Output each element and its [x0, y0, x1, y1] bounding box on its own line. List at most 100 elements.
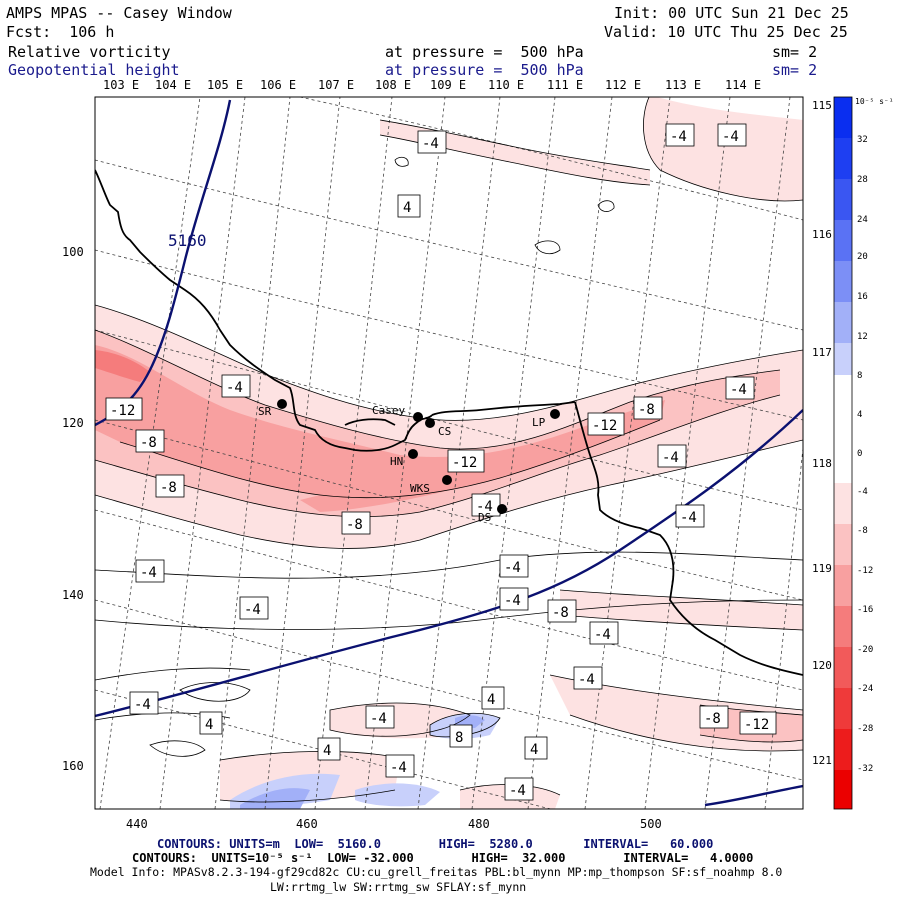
contour-label: -8: [155, 474, 185, 498]
model-info: Model Info: MPASv8.2.3-194-gf29cd82c CU:…: [90, 865, 783, 879]
svg-text:-12: -12: [592, 418, 617, 434]
svg-text:HN: HN: [390, 455, 403, 468]
svg-text:-4: -4: [670, 129, 687, 145]
contour-label: -12: [587, 412, 625, 436]
station-sr: SR: [258, 399, 287, 418]
lon-label: 103 E: [103, 78, 140, 92]
map-frame: [94, 96, 804, 810]
colorbar-cell: [834, 220, 852, 261]
contour-label: -4: [665, 123, 695, 147]
svg-text:-4: -4: [509, 783, 526, 799]
svg-text:-4: -4: [140, 565, 157, 581]
colorbar-cell: [834, 688, 852, 729]
contour-label: -4: [499, 554, 529, 578]
lon-label: 114 E: [725, 78, 762, 92]
colorbar-cell: [834, 729, 852, 770]
colorbar-cell: [834, 647, 852, 688]
svg-text:WKS: WKS: [410, 482, 430, 495]
contour-label: -4: [717, 123, 747, 147]
lon-label: 108 E: [375, 78, 412, 92]
colorbar-cell: [834, 606, 852, 647]
svg-text:-12: -12: [744, 717, 769, 733]
svg-text:Casey: Casey: [372, 404, 405, 417]
colorbar-label: 32: [857, 135, 868, 145]
colorbar-cell: [834, 770, 852, 809]
x-tick-label: 460: [296, 817, 318, 831]
svg-text:CS: CS: [438, 425, 451, 438]
svg-text:-4: -4: [680, 510, 697, 526]
svg-text:4: 4: [323, 743, 331, 759]
coastline: [95, 169, 803, 676]
station-hn: HN: [390, 449, 418, 468]
colorbar-cell: [834, 97, 852, 138]
colorbar-cell: [834, 483, 852, 524]
svg-text:SR: SR: [258, 405, 272, 418]
colorbar-label: -8: [857, 526, 868, 536]
init-time: Init: 00 UTC Sun 21 Dec 25: [614, 4, 849, 22]
svg-text:8: 8: [455, 730, 463, 746]
contour-label: 4: [199, 711, 223, 735]
colorbar-label: 24: [857, 215, 868, 225]
svg-text:4: 4: [205, 717, 213, 733]
colorbar-label: 4: [857, 410, 862, 420]
contour-labels: -4 -4 -4 4 -4 -12 -8 -8 -12 -8 -12 -4 -4…: [105, 123, 777, 801]
svg-text:-4: -4: [662, 450, 679, 466]
svg-text:-8: -8: [160, 480, 177, 496]
contour-label: 4: [397, 194, 421, 218]
colorbar-cell: [834, 524, 852, 565]
contour-label: -4: [589, 621, 619, 645]
svg-text:-4: -4: [578, 672, 595, 688]
svg-text:DS: DS: [478, 511, 491, 524]
colorbar: 10⁻⁵ s⁻¹ 32 28 24 20 16 12 8 4 0 -4 -8 -…: [833, 96, 894, 810]
colorbar-label: 12: [857, 332, 868, 342]
svg-text:-8: -8: [552, 605, 569, 621]
colorbar-cell: [834, 261, 852, 302]
lon-label: 113 E: [665, 78, 702, 92]
contour-label: -4: [499, 587, 529, 611]
contour-label: -4: [725, 376, 755, 400]
colorbar-label: -12: [857, 566, 873, 576]
contour-label: -4: [221, 374, 251, 398]
forecast-hour: Fcst: 106 h: [6, 23, 115, 41]
height-contour-label: 5160: [168, 231, 207, 250]
contour-label: -12: [105, 397, 143, 421]
field2-smoothing: sm= 2: [772, 61, 818, 79]
svg-text:-4: -4: [476, 499, 493, 515]
colorbar-cell: [834, 179, 852, 220]
lon-label: 106 E: [260, 78, 297, 92]
contour-label: -4: [365, 705, 395, 729]
colorbar-label: -4: [857, 487, 868, 497]
svg-text:4: 4: [530, 742, 538, 758]
contour-label: 4: [524, 736, 548, 760]
contour-label: -4: [239, 596, 269, 620]
svg-text:-4: -4: [722, 129, 739, 145]
lon-label: 111 E: [547, 78, 584, 92]
lon-label: 112 E: [605, 78, 642, 92]
lon-label: 104 E: [155, 78, 192, 92]
field2-level: at pressure = 500 hPa: [385, 61, 584, 79]
x-tick-label: 480: [468, 817, 490, 831]
y-tick-label: 140: [62, 588, 84, 602]
colorbar-label: 0: [857, 449, 862, 459]
valid-time: Valid: 10 UTC Thu 25 Dec 25: [604, 23, 848, 41]
svg-text:-8: -8: [140, 435, 157, 451]
y-tick-label: 100: [62, 245, 84, 259]
model-title: AMPS MPAS -- Casey Window: [6, 4, 232, 22]
colorbar-cell: [834, 565, 852, 606]
lon-label: 109 E: [430, 78, 467, 92]
contour-label: 4: [481, 686, 505, 710]
svg-text:-4: -4: [390, 760, 407, 776]
contour-label: -4: [129, 691, 159, 715]
contour-label: -8: [699, 705, 729, 729]
contour-label: -4: [135, 559, 165, 583]
contour-label: -4: [417, 130, 447, 154]
vorticity-contour-info: CONTOURS: UNITS=10⁻⁵ s⁻¹ LOW= -32.000 HI…: [132, 851, 754, 865]
svg-text:-4: -4: [730, 382, 747, 398]
y-axis: 100 120 140 160: [62, 245, 84, 773]
svg-text:-4: -4: [244, 602, 261, 618]
colorbar-label: -28: [857, 724, 873, 734]
svg-text:-12: -12: [110, 403, 135, 419]
colorbar-label: 28: [857, 175, 868, 185]
field1-level: at pressure = 500 hPa: [385, 43, 584, 61]
